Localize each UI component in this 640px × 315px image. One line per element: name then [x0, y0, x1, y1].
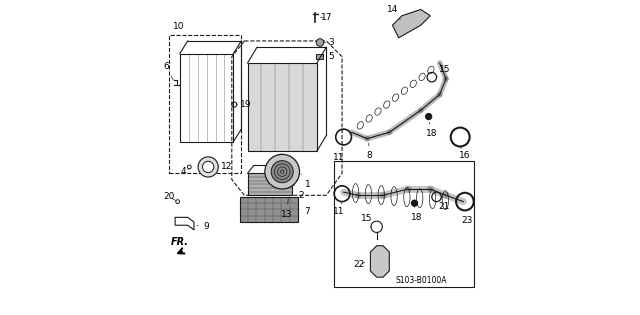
Text: 6: 6 — [163, 62, 173, 80]
Bar — [169, 35, 241, 173]
Text: 11: 11 — [333, 147, 345, 162]
Text: 1: 1 — [301, 174, 310, 189]
Text: 15: 15 — [436, 65, 450, 77]
Text: S103-B0100A: S103-B0100A — [395, 277, 447, 285]
Text: 11: 11 — [333, 202, 345, 215]
Circle shape — [412, 200, 418, 206]
Bar — [239, 197, 298, 222]
Bar — [248, 173, 292, 195]
Bar — [334, 161, 474, 287]
Text: 21: 21 — [439, 197, 450, 211]
Text: 17: 17 — [321, 13, 332, 22]
Circle shape — [426, 113, 432, 120]
Bar — [316, 54, 323, 59]
Circle shape — [202, 161, 214, 173]
Circle shape — [316, 39, 324, 46]
Text: 15: 15 — [361, 215, 372, 227]
Text: 3: 3 — [324, 38, 334, 47]
Circle shape — [198, 157, 218, 177]
Bar — [248, 63, 317, 151]
Text: 18: 18 — [426, 123, 438, 138]
Polygon shape — [371, 246, 389, 277]
Text: 18: 18 — [412, 206, 423, 222]
Text: 10: 10 — [173, 22, 184, 31]
Text: 14: 14 — [387, 5, 400, 20]
Text: 19: 19 — [237, 100, 252, 109]
Text: 2: 2 — [293, 184, 304, 200]
Text: 5: 5 — [323, 52, 334, 61]
Text: 4: 4 — [180, 167, 189, 176]
Text: 20: 20 — [164, 192, 175, 201]
Text: 7: 7 — [298, 207, 310, 215]
Text: 22: 22 — [354, 260, 365, 269]
Text: 16: 16 — [458, 146, 470, 160]
Text: 23: 23 — [461, 210, 473, 225]
Circle shape — [265, 154, 300, 189]
Polygon shape — [392, 9, 430, 38]
Text: FR.: FR. — [171, 237, 189, 247]
Text: 9: 9 — [196, 222, 209, 231]
Circle shape — [271, 161, 293, 183]
Text: 13: 13 — [281, 198, 292, 219]
Text: 8: 8 — [366, 143, 372, 160]
Text: 12: 12 — [218, 163, 233, 171]
